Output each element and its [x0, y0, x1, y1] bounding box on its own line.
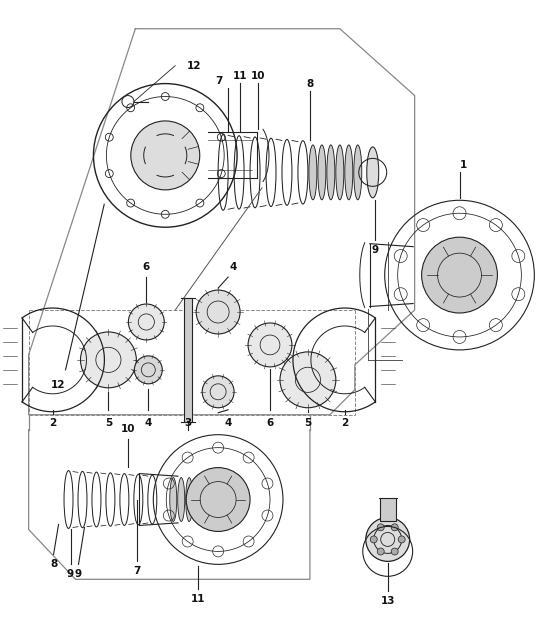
Circle shape: [202, 376, 234, 408]
Circle shape: [129, 304, 164, 340]
Ellipse shape: [202, 477, 209, 521]
Text: 10: 10: [121, 424, 136, 434]
Text: 2: 2: [49, 418, 56, 428]
Text: 12: 12: [187, 61, 202, 70]
Ellipse shape: [193, 477, 201, 521]
Ellipse shape: [345, 145, 353, 200]
Circle shape: [248, 323, 292, 367]
Circle shape: [370, 536, 377, 543]
Circle shape: [280, 352, 336, 408]
Circle shape: [377, 548, 384, 555]
Text: 8: 8: [50, 560, 57, 570]
Ellipse shape: [354, 145, 362, 200]
Text: 6: 6: [143, 262, 150, 272]
Text: 1: 1: [460, 160, 467, 170]
Ellipse shape: [309, 145, 317, 200]
Text: 12: 12: [51, 380, 66, 390]
Circle shape: [391, 524, 398, 531]
Circle shape: [422, 237, 498, 313]
Text: 11: 11: [191, 594, 205, 604]
Text: 13: 13: [380, 596, 395, 606]
Ellipse shape: [318, 145, 326, 200]
Circle shape: [186, 468, 250, 531]
Ellipse shape: [367, 147, 379, 198]
Text: 7: 7: [134, 566, 141, 577]
Text: 11: 11: [233, 70, 247, 80]
Text: 4: 4: [144, 418, 152, 428]
Circle shape: [377, 524, 384, 531]
Bar: [184, 298, 192, 422]
Text: 6: 6: [267, 418, 274, 428]
Text: 2: 2: [341, 418, 348, 428]
Text: 9: 9: [371, 245, 378, 255]
Text: 3: 3: [185, 418, 192, 428]
Bar: [380, 497, 396, 521]
Text: 7: 7: [215, 75, 223, 85]
Text: 4: 4: [229, 262, 237, 272]
Text: 8: 8: [306, 78, 313, 89]
Ellipse shape: [186, 477, 193, 521]
Text: 9: 9: [75, 570, 82, 580]
Text: 9: 9: [67, 570, 74, 580]
Circle shape: [135, 356, 162, 384]
Text: 4: 4: [225, 418, 232, 428]
Circle shape: [398, 536, 405, 543]
Text: 5: 5: [304, 418, 312, 428]
Circle shape: [196, 290, 240, 334]
Ellipse shape: [169, 477, 177, 521]
Ellipse shape: [327, 145, 335, 200]
Circle shape: [366, 517, 410, 561]
Ellipse shape: [336, 145, 344, 200]
Text: 5: 5: [105, 418, 112, 428]
Circle shape: [81, 332, 136, 388]
Ellipse shape: [178, 477, 185, 521]
Text: 10: 10: [251, 70, 265, 80]
Circle shape: [391, 548, 398, 555]
Circle shape: [131, 121, 200, 190]
